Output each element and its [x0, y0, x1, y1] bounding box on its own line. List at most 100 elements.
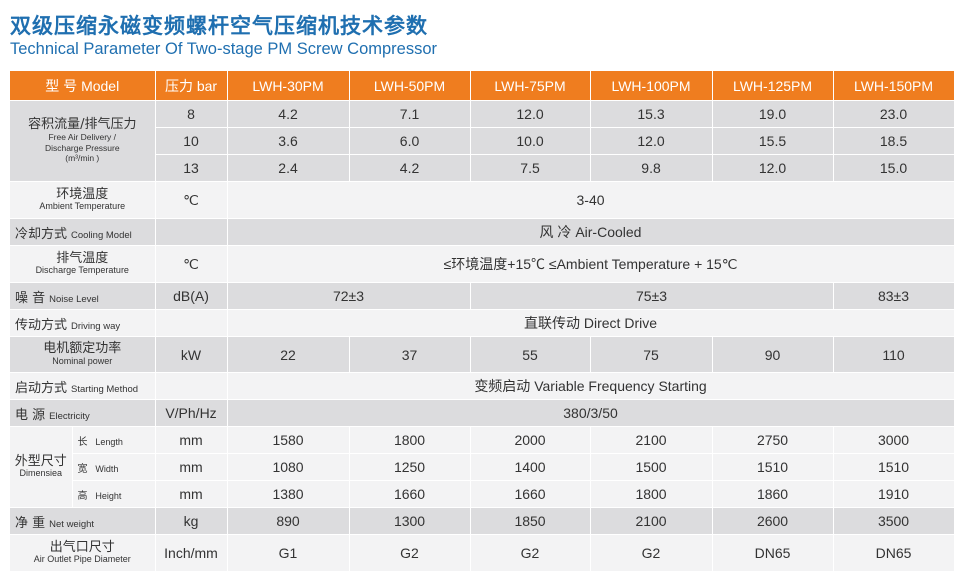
- header-model-name: LWH-150PM: [833, 71, 955, 101]
- merged-value-cell: 72±3: [227, 282, 471, 310]
- table-cell: 1910: [833, 480, 955, 508]
- merged-value-cell: 变频启动 Variable Frequency Starting: [227, 372, 955, 400]
- table-cell: 890: [227, 507, 350, 535]
- table-row: 排气温度 Discharge Temperature ℃ ≤环境温度+15℃ ≤…: [10, 245, 955, 283]
- table-cell: 19.0: [712, 100, 834, 128]
- table-cell: 1660: [349, 480, 471, 508]
- table-cell: 37: [349, 336, 471, 373]
- header-model: 型 号 Model: [10, 71, 156, 101]
- table-cell: 18.5: [833, 127, 955, 155]
- unit-cell: [155, 372, 228, 400]
- table-row: 电机额定功率 Nominal power kW 22 37 55 75 90 1…: [10, 336, 955, 373]
- table-cell: 15.0: [833, 154, 955, 182]
- header-model-name: LWH-30PM: [227, 71, 350, 101]
- table-cell: 4.2: [227, 100, 350, 128]
- table-row: 出气口尺寸 Air Outlet Pipe Diameter Inch/mm G…: [10, 534, 955, 572]
- table-row: 噪 音 Noise Level dB(A) 72±3 75±3 83±3: [10, 282, 955, 310]
- pressure-cell: 8: [155, 100, 228, 128]
- table-cell: 2.4: [227, 154, 350, 182]
- table-cell: 1300: [349, 507, 471, 535]
- table-cell: 12.0: [712, 154, 834, 182]
- table-row: 容积流量/排气压力 Free Air Delivery / Discharge …: [10, 100, 955, 182]
- table-cell: 2100: [590, 426, 713, 454]
- table-cell: 1580: [227, 426, 350, 454]
- unit-cell: [155, 309, 228, 337]
- table-cell: 1400: [470, 453, 591, 481]
- table-cell: 7.1: [349, 100, 471, 128]
- unit-cell: V/Ph/Hz: [155, 399, 228, 427]
- table-cell: 83±3: [833, 282, 955, 310]
- table-cell: 1800: [349, 426, 471, 454]
- header-pressure: 压力 bar: [155, 71, 228, 101]
- table-cell: 1510: [712, 453, 834, 481]
- electricity-label: 电 源 Electricity: [10, 399, 156, 427]
- merged-value-cell: 75±3: [470, 282, 834, 310]
- table-cell: G2: [590, 534, 713, 572]
- table-cell: 90: [712, 336, 834, 373]
- table-cell: G2: [470, 534, 591, 572]
- table-cell: 1800: [590, 480, 713, 508]
- table-cell: 12.0: [470, 100, 591, 128]
- unit-cell: ℃: [155, 181, 228, 219]
- cooling-label: 冷却方式 Cooling Model: [10, 218, 156, 246]
- table-cell: 23.0: [833, 100, 955, 128]
- table-row: 启动方式 Starting Method 变频启动 Variable Freque…: [10, 372, 955, 400]
- ambient-label: 环境温度 Ambient Temperature: [10, 181, 156, 219]
- table-row: 宽 Width mm 1080 1250 1400 1500 1510 1510: [10, 453, 955, 481]
- pressure-cell: 10: [155, 127, 228, 155]
- power-label: 电机额定功率 Nominal power: [10, 336, 156, 373]
- table-cell: 1510: [833, 453, 955, 481]
- table-cell: 1860: [712, 480, 834, 508]
- header-model-name: LWH-50PM: [349, 71, 471, 101]
- merged-value-cell: 380/3/50: [227, 399, 955, 427]
- table-row: 传动方式 Driving way 直联传动 Direct Drive: [10, 309, 955, 337]
- table-cell: 3500: [833, 507, 955, 535]
- page-title-en: Technical Parameter Of Two-stage PM Scre…: [10, 40, 438, 58]
- spec-table: 型 号 Model 压力 bar LWH-30PM LWH-50PM LWH-7…: [10, 71, 955, 572]
- table-cell: 110: [833, 336, 955, 373]
- outlet-label: 出气口尺寸 Air Outlet Pipe Diameter: [10, 534, 156, 572]
- table-row: 冷却方式 Cooling Model 风 冷 Air-Cooled: [10, 218, 955, 246]
- table-row: 10 3.6 6.0 10.0 12.0 15.5 18.5: [10, 127, 955, 155]
- driving-label: 传动方式 Driving way: [10, 309, 156, 337]
- table-cell: 3000: [833, 426, 955, 454]
- unit-cell: mm: [155, 480, 228, 508]
- table-row: 环境温度 Ambient Temperature ℃ 3-40: [10, 181, 955, 219]
- starting-label: 启动方式 Starting Method: [10, 372, 156, 400]
- unit-cell: dB(A): [155, 282, 228, 310]
- unit-cell: mm: [155, 426, 228, 454]
- table-row: 净 重 Net weight kg 890 1300 1850 2100 2600…: [10, 507, 955, 535]
- header-model-name: LWH-100PM: [590, 71, 713, 101]
- table-cell: 6.0: [349, 127, 471, 155]
- table-cell: 1250: [349, 453, 471, 481]
- merged-value-cell: 风 冷 Air-Cooled: [227, 218, 955, 246]
- unit-cell: Inch/mm: [155, 534, 228, 572]
- table-cell: 9.8: [590, 154, 713, 182]
- table-cell: 1380: [227, 480, 350, 508]
- table-cell: 75: [590, 336, 713, 373]
- header-model-name: LWH-75PM: [470, 71, 591, 101]
- unit-cell: mm: [155, 453, 228, 481]
- unit-cell: ℃: [155, 245, 228, 283]
- merged-value-cell: 直联传动 Direct Drive: [227, 309, 955, 337]
- table-cell: G2: [349, 534, 471, 572]
- table-cell: 2750: [712, 426, 834, 454]
- table-cell: DN65: [712, 534, 834, 572]
- table-cell: G1: [227, 534, 350, 572]
- table-cell: 10.0: [470, 127, 591, 155]
- table-cell: DN65: [833, 534, 955, 572]
- table-cell: 1500: [590, 453, 713, 481]
- merged-value-cell: 3-40: [227, 181, 955, 219]
- table-cell: 15.3: [590, 100, 713, 128]
- table-cell: 2000: [470, 426, 591, 454]
- table-row: 电 源 Electricity V/Ph/Hz 380/3/50: [10, 399, 955, 427]
- unit-cell: [155, 218, 228, 246]
- table-row: 外型尺寸 Dimensiea 长 Length mm 1580 1800 200…: [10, 426, 955, 508]
- table-cell: 22: [227, 336, 350, 373]
- table-cell: 4.2: [349, 154, 471, 182]
- table-row: 13 2.4 4.2 7.5 9.8 12.0 15.0: [10, 154, 955, 182]
- weight-label: 净 重 Net weight: [10, 507, 156, 535]
- header-model-name: LWH-125PM: [712, 71, 834, 101]
- table-cell: 2100: [590, 507, 713, 535]
- table-cell: 2600: [712, 507, 834, 535]
